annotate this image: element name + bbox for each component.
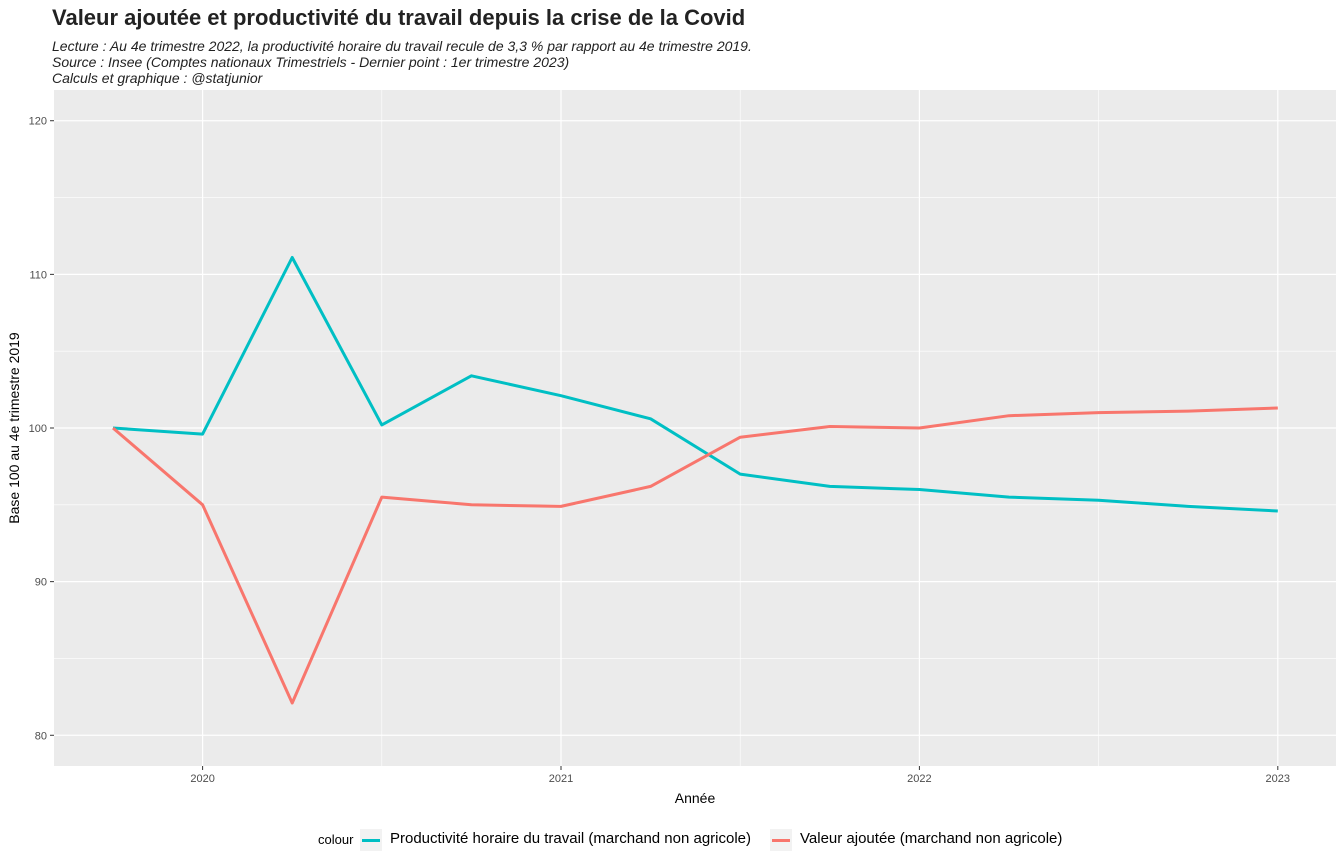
legend-title: colour [318,832,354,847]
series-line-productivite [112,256,1278,513]
legend-key-valeur-ajoutee [770,829,792,851]
y-tick-label: 120 [29,116,47,128]
x-tick-label: 2021 [549,773,573,785]
x-tick-label: 2022 [907,773,931,785]
legend-key-productivite [360,829,382,851]
chart-subtitle-credits: Calculs et graphique : @statjunior [52,70,263,86]
y-tick-label: 90 [35,577,47,589]
chart-title: Valeur ajoutée et productivité du travai… [52,5,746,30]
y-tick-label: 100 [29,423,47,435]
series-line-valeur-ajoutee [112,406,1278,705]
x-tick-label: 2023 [1266,773,1290,785]
legend-label-productivite: Productivité horaire du travail (marchan… [390,830,752,847]
legend-label-valeur-ajoutee: Valeur ajoutée (marchand non agricole) [800,830,1063,847]
x-tick-label: 2020 [190,773,214,785]
legend: colour Productivité horaire du travail (… [0,828,1344,852]
y-tick-label: 110 [29,269,47,281]
y-tick-label: 80 [35,730,47,742]
chart-subtitle-reading: Lecture : Au 4e trimestre 2022, la produ… [52,38,752,54]
x-axis-title: Année [675,790,716,806]
y-axis-title: Base 100 au 4e trimestre 2019 [6,332,22,524]
chart-subtitle-source: Source : Insee (Comptes nationaux Trimes… [52,54,570,70]
